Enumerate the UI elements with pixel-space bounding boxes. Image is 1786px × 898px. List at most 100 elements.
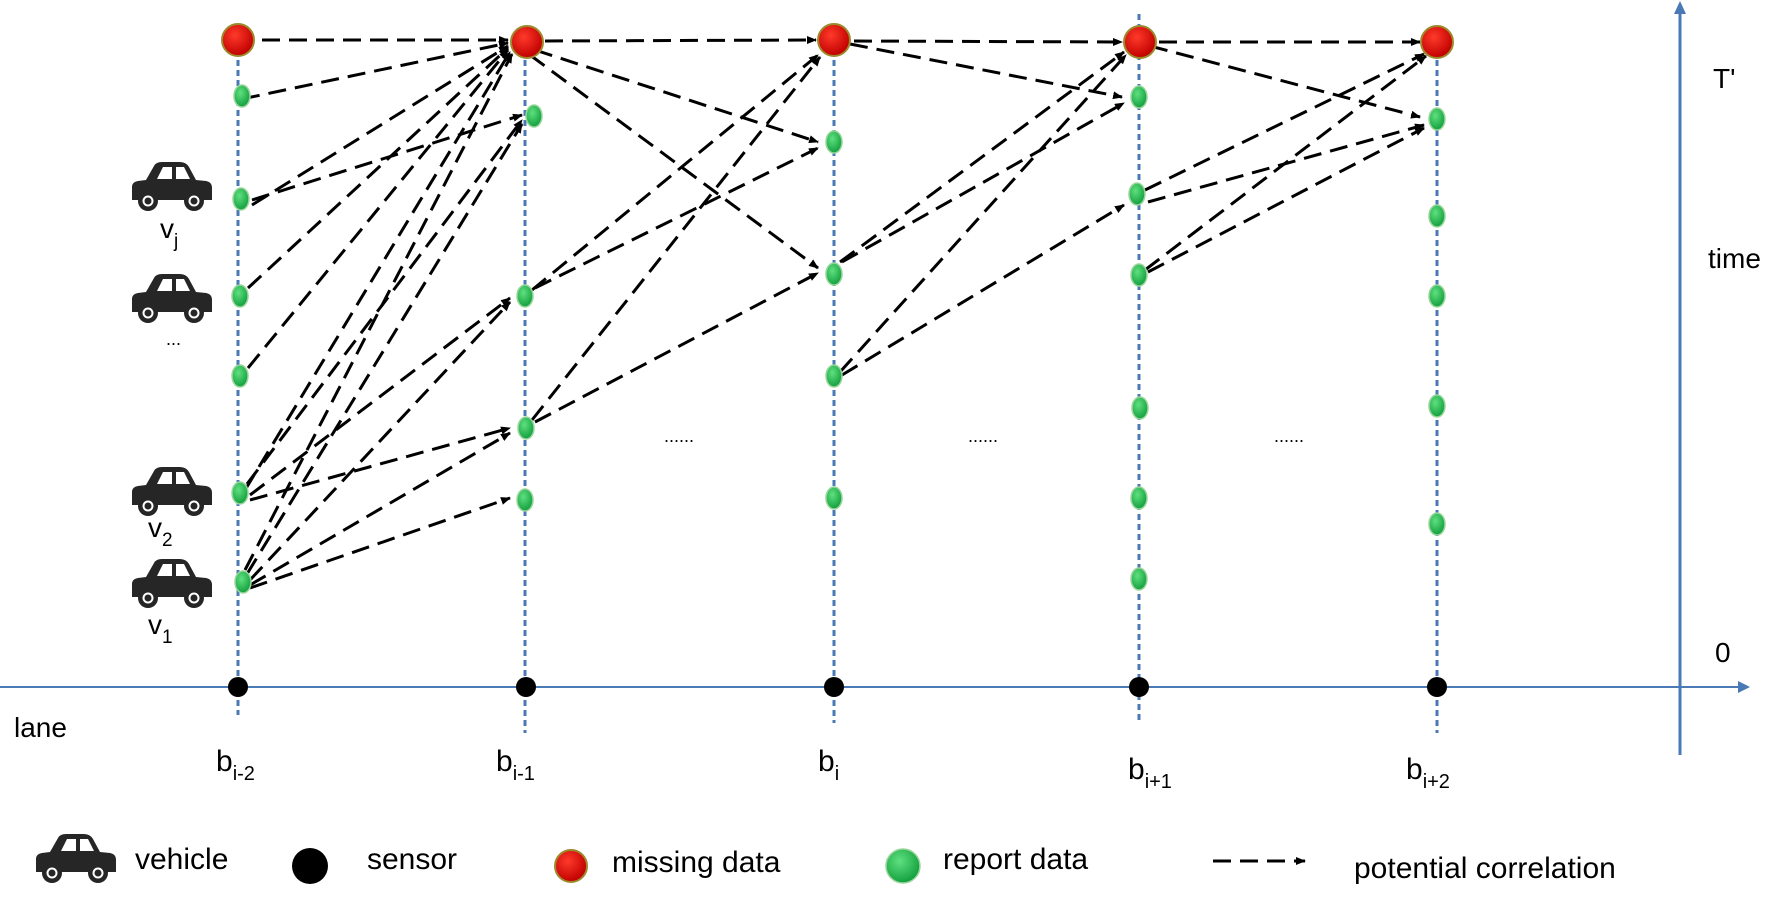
car-icon xyxy=(132,162,212,211)
correlation-arrow xyxy=(249,296,511,497)
vehicle-label-2: v2 xyxy=(148,512,173,551)
report-data-node xyxy=(232,187,250,211)
report-data-node xyxy=(1428,204,1446,228)
vehicle-label-ellipsis: ... xyxy=(166,329,181,349)
correlation-arrow xyxy=(839,50,1125,264)
correlation-arrow xyxy=(530,56,822,421)
column-label-bi-2: bi-2 xyxy=(216,745,255,785)
correlation-arrow xyxy=(841,101,1125,264)
car-icon xyxy=(132,559,212,608)
gap-ellipsis: ...... xyxy=(1274,426,1304,446)
legend-correlation-label: potential correlation xyxy=(1354,852,1616,885)
correlation-arrow xyxy=(1147,126,1425,274)
vehicle-label-1: v1 xyxy=(148,609,173,648)
correlation-arrows xyxy=(241,36,1427,590)
car-icon xyxy=(132,274,212,323)
report-data-node xyxy=(1130,486,1148,510)
legend-report-label: report data xyxy=(943,843,1088,876)
report-data-node xyxy=(1130,567,1148,591)
missing-data-node xyxy=(510,25,544,59)
correlation-arrow xyxy=(249,496,511,590)
correlation-arrow xyxy=(534,48,819,144)
gap-ellipses: ...... ...... ...... xyxy=(664,426,1304,446)
correlation-arrow xyxy=(246,46,510,290)
report-data-node xyxy=(1130,263,1148,287)
vehicles: vj ... v2 v1 xyxy=(132,162,212,648)
gap-ellipsis: ...... xyxy=(968,426,998,446)
correlation-arrow xyxy=(249,426,511,502)
axes: lane time T' 0 xyxy=(0,1,1761,755)
correlation-arrow xyxy=(249,431,511,587)
report-data-node xyxy=(1428,512,1446,536)
missing-data-node xyxy=(817,23,851,57)
missing-data-node xyxy=(221,23,255,57)
correlation-arrow xyxy=(838,53,1128,374)
lane-axis-arrow-icon xyxy=(1738,681,1750,693)
correlation-arrow xyxy=(243,53,514,571)
column-labels: bi-2 bi-1 bi bi+1 bi+2 xyxy=(216,745,1450,793)
missing-nodes xyxy=(221,23,1454,59)
report-data-node xyxy=(516,488,534,512)
column-label-bi+1: bi+1 xyxy=(1128,753,1172,793)
report-data-node xyxy=(825,486,843,510)
legend: vehicle sensor missing data report data … xyxy=(36,834,1616,885)
vehicle-label-j: vj xyxy=(160,213,178,252)
legend-sensor-icon xyxy=(292,848,328,884)
correlation-arrow xyxy=(1149,44,1421,119)
legend-missing-label: missing data xyxy=(612,846,781,879)
correlation-arrow xyxy=(246,49,510,369)
report-data-node xyxy=(1428,107,1446,131)
time-label: time xyxy=(1708,243,1761,274)
legend-car-icon xyxy=(36,834,116,883)
legend-vehicle-label: vehicle xyxy=(135,843,228,876)
correlation-arrow xyxy=(1144,52,1425,192)
missing-data-node xyxy=(1420,25,1454,59)
report-data-node xyxy=(231,364,249,388)
report-data-node xyxy=(825,364,843,388)
correlation-arrow xyxy=(243,51,512,491)
legend-report-icon xyxy=(885,848,921,884)
column-label-bi-1: bi-1 xyxy=(496,745,535,785)
legend-sensor-label: sensor xyxy=(367,843,457,876)
correlation-arrow xyxy=(529,53,819,270)
sensor-node xyxy=(824,677,844,697)
sensor-node xyxy=(228,677,248,697)
correlation-arrow xyxy=(251,44,509,207)
correlation-arrow xyxy=(544,36,817,45)
correlation-arrow xyxy=(245,123,524,575)
report-data-node xyxy=(233,84,251,108)
sensor-node xyxy=(516,677,536,697)
report-data-node xyxy=(1130,85,1148,109)
report-data-node xyxy=(231,284,249,308)
car-icon xyxy=(132,467,212,516)
correlation-arrow xyxy=(241,40,509,101)
correlation-arrow xyxy=(841,203,1125,377)
report-data-node xyxy=(231,481,249,505)
correlation-arrow xyxy=(534,146,819,290)
report-data-node xyxy=(234,570,252,594)
column-label-bi+2: bi+2 xyxy=(1406,753,1450,793)
correlation-arrow xyxy=(245,119,524,485)
report-data-node xyxy=(525,104,543,128)
report-data-node xyxy=(1428,394,1446,418)
report-data-node xyxy=(825,262,843,286)
origin-label: 0 xyxy=(1715,637,1731,668)
gap-ellipsis: ...... xyxy=(664,426,694,446)
time-axis-arrow-icon xyxy=(1674,1,1686,14)
correlation-arrow xyxy=(853,37,1123,46)
sensors xyxy=(228,677,1447,697)
report-data-node xyxy=(1428,284,1446,308)
correlation-arrow xyxy=(534,271,819,424)
correlation-arrow xyxy=(531,53,819,292)
sensor-node xyxy=(1129,677,1149,697)
correlation-arrow xyxy=(1147,123,1425,204)
report-data-node xyxy=(1128,182,1146,206)
report-data-node xyxy=(1131,396,1149,420)
lane-label: lane xyxy=(14,712,67,743)
correlation-arrow xyxy=(251,113,523,202)
report-nodes xyxy=(231,84,1446,594)
report-data-node xyxy=(517,416,535,440)
report-data-node xyxy=(516,284,534,308)
missing-data-node xyxy=(1123,25,1157,59)
